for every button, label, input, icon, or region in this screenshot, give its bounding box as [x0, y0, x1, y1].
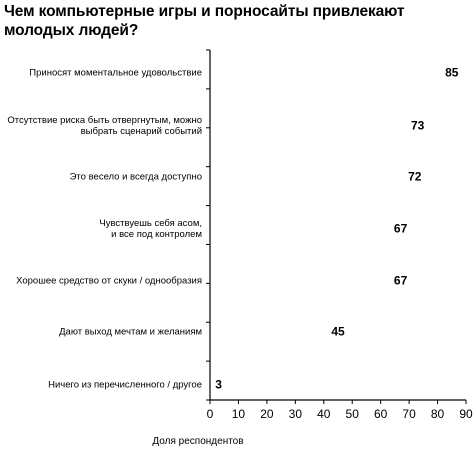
data-label: 85: [445, 66, 459, 80]
x-tick-label: 30: [289, 407, 303, 421]
data-label: 67: [394, 222, 408, 236]
x-tick-label: 60: [374, 407, 388, 421]
category-label: Дают выход мечтам и желаниям: [59, 327, 202, 338]
category-label: Хорошее средство от скуки / однообразия: [16, 276, 202, 287]
category-label: Чувствуешь себя асом, и все под контролем: [99, 218, 202, 240]
x-tick-label: 40: [317, 407, 331, 421]
data-label: 73: [411, 119, 425, 133]
data-label: 3: [215, 378, 222, 392]
x-tick-label: 50: [346, 407, 360, 421]
x-tick-label: 20: [260, 407, 274, 421]
x-tick-label: 90: [459, 407, 473, 421]
chart-title: Чем компьютерные игры и порносайты привл…: [4, 3, 405, 39]
data-label: 67: [394, 274, 408, 288]
x-tick-label: 10: [232, 407, 246, 421]
x-axis-label: Доля респондентов: [152, 436, 243, 447]
x-tick-label: 80: [431, 407, 445, 421]
x-tick-label: 0: [207, 407, 214, 421]
data-label: 72: [408, 170, 422, 184]
category-label: Отсутствие риска быть отвергнутым, можно…: [7, 115, 202, 137]
category-label: Это весело и всегда доступно: [70, 172, 202, 183]
x-tick-label: 70: [402, 407, 416, 421]
category-label: Ничего из перечисленного / другое: [48, 380, 202, 391]
data-label: 45: [331, 325, 345, 339]
category-label: Приносят моментальное удовольствие: [29, 68, 202, 79]
